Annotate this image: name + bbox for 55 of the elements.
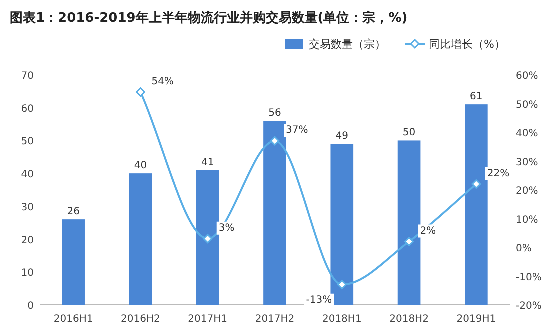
point: [472, 180, 482, 189]
y2-tick-label: 0%: [516, 244, 532, 254]
y2-tick-label: -10%: [516, 272, 542, 284]
y-tick-label: 10: [21, 268, 34, 280]
legend-label: 交易数量（宗）: [309, 38, 386, 51]
data-label: -13%: [306, 294, 332, 306]
data-label: 40: [134, 160, 148, 172]
y2-tick-label: 30%: [516, 157, 538, 168]
data-label: 49: [336, 131, 349, 142]
y2-tick-label: -20%: [516, 301, 542, 312]
data-label: 50: [402, 128, 416, 139]
x-tick-label: 2016H1: [54, 314, 94, 325]
y2-tick-label: 20%: [516, 186, 538, 197]
y-tick-label: 30: [21, 202, 34, 214]
point: [337, 280, 347, 290]
y-tick-label: 40: [21, 170, 34, 181]
bar: [264, 121, 286, 305]
legend-交易数量（宗）: 交易数量（宗）: [285, 38, 386, 51]
data-label: 26: [67, 206, 80, 218]
data-label: 3%: [218, 222, 235, 234]
bar: [62, 220, 85, 305]
data-label: 54%: [152, 76, 174, 88]
y-tick-label: 20: [21, 235, 34, 246]
data-label: 37%: [286, 125, 308, 136]
y-tick-label: 0: [28, 301, 34, 312]
point: [203, 234, 213, 244]
point: [136, 88, 146, 97]
point: [404, 237, 414, 246]
data-label: 2%: [420, 226, 436, 237]
x-tick-label: 2019H1: [456, 314, 496, 325]
bar: [398, 140, 421, 305]
y-tick-label: 50: [21, 136, 34, 148]
x-tick-label: 2018H2: [390, 314, 429, 325]
bar: [129, 174, 152, 305]
point: [270, 136, 280, 146]
bar: [196, 170, 220, 305]
y2-tick-label: 40%: [516, 128, 538, 140]
y2-tick-label: 50%: [516, 100, 538, 111]
y2-tick-label: 60%: [516, 71, 538, 82]
data-label: 61: [470, 92, 483, 103]
x-tick-label: 2016H2: [121, 314, 160, 325]
bar: [330, 144, 354, 305]
x-tick-label: 2017H2: [255, 314, 295, 325]
data-label: 56: [268, 108, 282, 119]
legend-同比增长（%）: 同比增长（%）: [405, 38, 506, 51]
y2-tick-label: 10%: [516, 214, 538, 226]
chart-title: 图表1：2016-2019年上半年物流行业并购交易数量(单位：宗，%): [10, 10, 408, 26]
data-label: 41: [201, 157, 214, 168]
y-tick-label: 70: [21, 71, 34, 82]
y-tick-label: 60: [21, 104, 34, 115]
legend-label: 同比增长（%）: [429, 38, 506, 51]
bar: [465, 104, 488, 305]
data-label: 22%: [487, 168, 510, 180]
x-tick-label: 2017H1: [188, 314, 228, 325]
x-tick-label: 2018H1: [322, 314, 362, 325]
